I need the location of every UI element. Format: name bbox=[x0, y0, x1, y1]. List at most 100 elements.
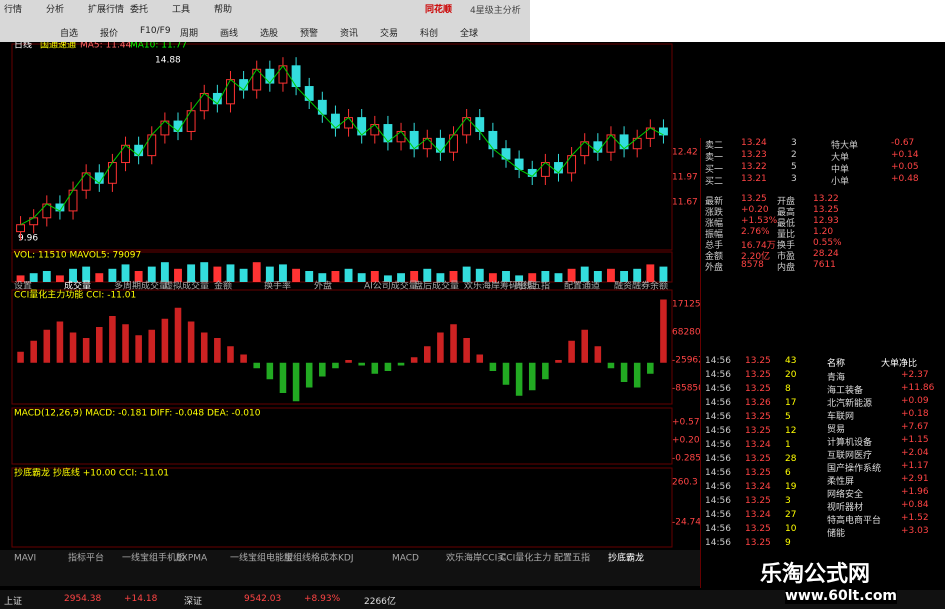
sector-cell[interactable]: 计算机设备 bbox=[827, 438, 873, 448]
bottom-tab[interactable]: 欢乐海岸CCI买 bbox=[446, 552, 506, 564]
cci-bar bbox=[30, 340, 37, 363]
volume-bar bbox=[160, 262, 169, 282]
volume-bar bbox=[567, 268, 576, 282]
menu-item[interactable]: 行情 bbox=[4, 5, 23, 15]
tool-button[interactable]: 画线 bbox=[220, 29, 239, 39]
bottom-tab[interactable]: EXPMA bbox=[176, 554, 208, 564]
tick-cell: 14:56 bbox=[705, 426, 731, 436]
tool-button[interactable]: 选股 bbox=[260, 29, 279, 39]
volume-bar bbox=[318, 273, 327, 282]
flow-cell: -0.67 bbox=[891, 138, 915, 148]
indicator-tab[interactable]: 外盘 bbox=[314, 280, 332, 292]
tool-button[interactable]: F10/F9 bbox=[140, 26, 171, 36]
indicator-tab[interactable]: 换手率 bbox=[264, 280, 291, 292]
sector-cell[interactable]: 特高电商平台 bbox=[827, 516, 882, 526]
quote-cell: 13.22 bbox=[741, 162, 767, 172]
sector-cell[interactable]: 北汽新能源 bbox=[827, 399, 873, 409]
quote-cell: 13.23 bbox=[741, 150, 767, 160]
flow-cell: 中单 bbox=[831, 165, 850, 175]
panel-frame bbox=[11, 43, 673, 251]
flow-cell: +0.05 bbox=[891, 162, 919, 172]
cci-bar bbox=[122, 324, 129, 363]
menu-item[interactable]: 扩展行情 bbox=[88, 5, 125, 15]
cci-bar bbox=[568, 340, 575, 363]
menu-item[interactable]: 委托 bbox=[130, 5, 149, 15]
cci-label: -85850 bbox=[672, 384, 700, 394]
brand: 同花顺 bbox=[425, 5, 453, 15]
volume-bar bbox=[16, 275, 25, 282]
last-header: 抄底霸龙 抄底线 +10.00 CCI: -11.01 bbox=[14, 467, 169, 479]
ma-label: MA10: 11.77 bbox=[130, 42, 187, 51]
tool-button[interactable]: 资讯 bbox=[340, 29, 359, 39]
cci-bar bbox=[305, 362, 313, 388]
sector-col: 大单净比 bbox=[881, 359, 918, 369]
cci-label: 68280 bbox=[672, 328, 700, 338]
tool-button[interactable]: 预警 bbox=[300, 29, 319, 39]
sector-cell[interactable]: 视听器材 bbox=[827, 503, 864, 513]
tool-button[interactable]: 报价 bbox=[100, 29, 119, 39]
volume-bar bbox=[55, 275, 64, 282]
indicator-tab[interactable]: 盘后成交量 bbox=[414, 280, 459, 292]
sector-cell[interactable]: 贸易 bbox=[827, 425, 846, 435]
bottom-tab[interactable]: 一线宝组电能版 bbox=[230, 552, 293, 564]
status-item: 2954.38 bbox=[64, 594, 102, 604]
indicator-tab[interactable]: 虚拟成交量 bbox=[164, 280, 209, 292]
candle bbox=[488, 130, 498, 150]
sector-cell[interactable]: 海工装备 bbox=[827, 386, 864, 396]
bottom-tab[interactable]: KDJ bbox=[338, 554, 354, 564]
candle bbox=[68, 189, 78, 212]
stat-cell: 振幅 bbox=[705, 230, 724, 240]
sector-cell[interactable]: 互联网医疗 bbox=[827, 451, 873, 461]
stat-cell: +1.53% bbox=[741, 216, 778, 226]
cci-bar bbox=[148, 329, 156, 363]
indicator-tab[interactable]: 设置 bbox=[14, 281, 32, 292]
indicator-tab[interactable]: 成交量 bbox=[64, 280, 91, 292]
sector-cell[interactable]: 国产操作系统 bbox=[827, 464, 882, 474]
sector-cell[interactable]: 储能 bbox=[827, 529, 846, 539]
tick-cell: 14:56 bbox=[705, 538, 731, 548]
cci-bar bbox=[96, 327, 103, 363]
tool-button[interactable]: 自选 bbox=[60, 29, 79, 39]
sector-cell[interactable]: 车联网 bbox=[827, 412, 855, 422]
bottom-tab[interactable]: 抄底霸龙 bbox=[608, 552, 644, 564]
cci-bar bbox=[332, 362, 339, 369]
menu-item[interactable]: 分析 bbox=[46, 5, 65, 15]
cci-bar bbox=[345, 360, 352, 363]
bottom-tab[interactable]: MACD bbox=[392, 554, 419, 564]
stat-cell: 13.22 bbox=[813, 194, 839, 204]
bottom-tab[interactable]: MAVI bbox=[14, 554, 36, 564]
bottom-tab[interactable]: 一线宝组手机版 bbox=[122, 552, 185, 564]
indicator-tab[interactable]: 欢乐海岸筹码密度 bbox=[464, 280, 536, 292]
tool-button[interactable]: 交易 bbox=[380, 29, 399, 39]
sector-cell[interactable]: 柔性屏 bbox=[827, 477, 855, 487]
indicator-tab[interactable]: 配置通道 bbox=[564, 280, 600, 292]
sector-cell[interactable]: 青海 bbox=[827, 373, 846, 383]
bottom-tab[interactable]: 配置五指 bbox=[554, 552, 590, 564]
volume-bar bbox=[423, 268, 432, 282]
indicator-tab[interactable]: 周线五指 bbox=[514, 280, 550, 292]
bottom-tab[interactable]: 指标平台 bbox=[68, 552, 104, 564]
indicator-tab[interactable]: 融资融券余额 bbox=[614, 280, 668, 292]
bottom-tab[interactable]: CCI量化主力 bbox=[500, 552, 551, 564]
indicator-tab[interactable]: AI公司成交量 bbox=[364, 280, 418, 292]
tool-button[interactable]: 科创 bbox=[420, 29, 439, 39]
menu-item[interactable]: 工具 bbox=[172, 5, 191, 15]
tool-button[interactable]: 周期 bbox=[180, 29, 199, 39]
menu-item[interactable]: 帮助 bbox=[214, 5, 233, 15]
volume-bar bbox=[554, 273, 563, 282]
indicator-tab[interactable]: 金额 bbox=[214, 280, 232, 292]
volume-bar bbox=[357, 273, 366, 282]
volume-bar bbox=[646, 264, 655, 282]
stat-cell: 2.20亿 bbox=[741, 252, 771, 262]
bottom-tab[interactable]: 宝组线格成本 bbox=[284, 552, 338, 564]
candle bbox=[567, 155, 577, 174]
indicator-tab[interactable]: 多周期成交量 bbox=[114, 280, 168, 292]
quote-panel: 卖二 13.24 3 卖一 13.23 2 买一 13.22 5 买二 13.21 3 特大单 -0.67… bbox=[700, 138, 945, 588]
cci-bar bbox=[437, 332, 444, 363]
tick-cell: 13.26 bbox=[745, 398, 771, 408]
sector-cell[interactable]: 网络安全 bbox=[827, 490, 864, 500]
quote-cell: 5 bbox=[791, 162, 797, 172]
tick-cell: 8 bbox=[785, 384, 791, 394]
tool-button[interactable]: 全球 bbox=[460, 29, 479, 39]
sector-cell: +0.18 bbox=[901, 409, 929, 419]
